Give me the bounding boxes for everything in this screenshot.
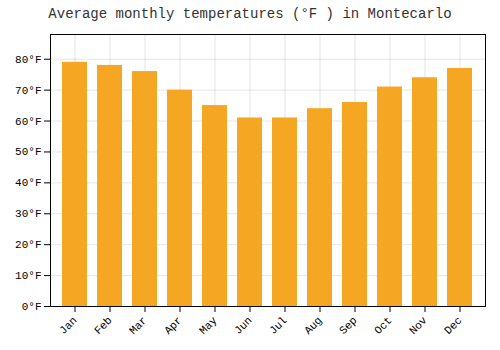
svg-text:50°F: 50°F: [15, 146, 41, 158]
svg-text:Mar: Mar: [127, 314, 149, 336]
svg-text:20°F: 20°F: [15, 239, 41, 251]
svg-text:Jan: Jan: [57, 314, 79, 336]
svg-text:Aug: Aug: [302, 314, 324, 336]
svg-text:40°F: 40°F: [15, 177, 41, 189]
svg-text:70°F: 70°F: [15, 85, 41, 97]
svg-text:Dec: Dec: [442, 314, 464, 336]
svg-text:Sep: Sep: [337, 314, 359, 336]
svg-text:Nov: Nov: [407, 314, 430, 337]
svg-text:0°F: 0°F: [22, 301, 42, 313]
svg-text:10°F: 10°F: [15, 270, 41, 282]
svg-text:30°F: 30°F: [15, 208, 41, 220]
svg-text:Oct: Oct: [372, 314, 394, 336]
svg-text:Jul: Jul: [267, 314, 289, 336]
html-text:Average monthly temperatures (: Average monthly temperatures (°F ) in Mo…: [48, 6, 452, 22]
svg-text:Apr: Apr: [162, 314, 184, 336]
svg-text:60°F: 60°F: [15, 116, 41, 128]
svg-text:May: May: [197, 314, 220, 337]
svg-text:Jun: Jun: [232, 314, 254, 336]
svg-text:80°F: 80°F: [15, 54, 41, 66]
svg-text:Feb: Feb: [92, 314, 114, 336]
